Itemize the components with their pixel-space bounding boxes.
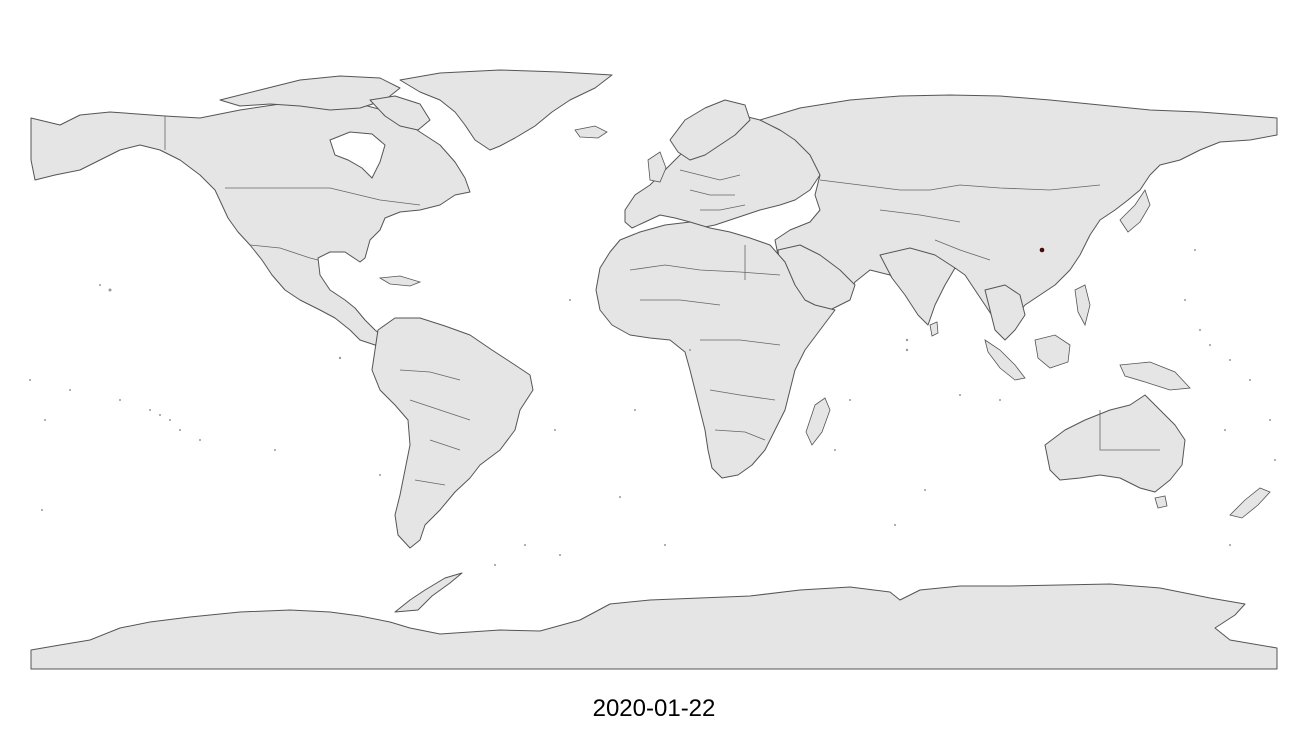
landmass-iceland bbox=[574, 125, 608, 139]
border-africa bbox=[629, 245, 781, 441]
landmass-japan bbox=[1119, 189, 1151, 233]
landmass-new-zealand bbox=[1229, 487, 1271, 519]
scattered-islands bbox=[29, 249, 1276, 566]
landmass-scandinavia bbox=[669, 99, 751, 161]
date-label: 2020-01-22 bbox=[592, 695, 716, 722]
landmass-africa bbox=[595, 221, 836, 479]
landmass-sumatra bbox=[984, 339, 1026, 381]
border-us-mexico bbox=[249, 244, 319, 261]
landmass-north-america bbox=[30, 99, 471, 346]
landmass-cuba bbox=[378, 275, 422, 287]
landmass-borneo bbox=[1034, 334, 1071, 369]
border-australia bbox=[1099, 410, 1160, 451]
landmass-arctic-archipelago bbox=[219, 75, 401, 111]
hotspot-marker bbox=[1039, 247, 1045, 253]
landmass-hudson-bay bbox=[329, 131, 386, 179]
landmass-baffin-island bbox=[369, 95, 431, 131]
landmass-tasmania bbox=[1154, 495, 1168, 509]
landmass-india bbox=[879, 247, 956, 326]
landmass-madagascar bbox=[805, 397, 831, 446]
border-us-canada bbox=[225, 187, 421, 206]
landmass-australia bbox=[1044, 394, 1186, 493]
landmass-antarctica bbox=[30, 583, 1278, 670]
landmass-sri-lanka bbox=[929, 321, 939, 337]
landmass-southeast-asia bbox=[984, 284, 1026, 341]
landmass-south-america bbox=[371, 317, 534, 549]
border-europe bbox=[679, 169, 746, 211]
landmass-philippines bbox=[1074, 284, 1091, 327]
landmass-new-guinea bbox=[1119, 361, 1191, 391]
border-asia bbox=[819, 179, 1101, 261]
landmass-antarctic-peninsula bbox=[394, 572, 463, 613]
border-south-america bbox=[399, 369, 471, 486]
landmass-greenland bbox=[399, 69, 613, 151]
landmass-uk bbox=[647, 151, 667, 183]
